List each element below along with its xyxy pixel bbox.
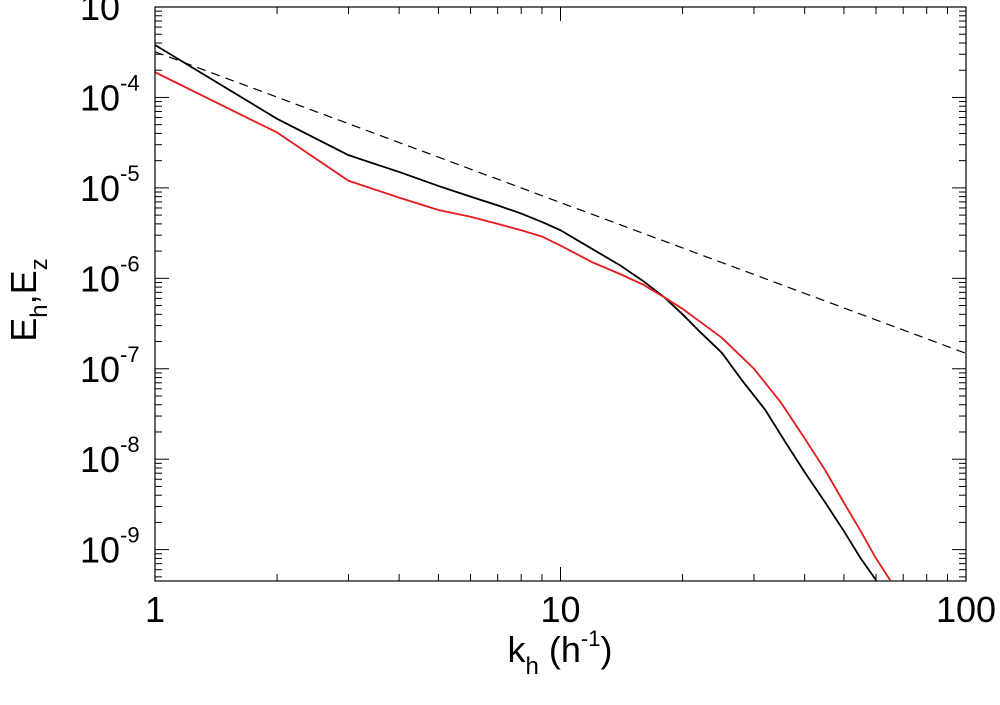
x-tick-label: 1 bbox=[145, 589, 165, 630]
x-axis-title: kh (h-1) bbox=[508, 626, 613, 680]
series-line-1 bbox=[155, 44, 877, 581]
tick-labels: 1 10 100 10-3 10-4 10-5 10-6 10-7 10-8 10-9 bbox=[80, 0, 996, 630]
series-lines bbox=[155, 44, 966, 581]
y-tick-label: 10-3 bbox=[80, 0, 140, 28]
plot-frame bbox=[154, 6, 967, 582]
y-tick-label: 10-6 bbox=[80, 251, 140, 299]
y-tick-label: 10-4 bbox=[80, 70, 140, 118]
y-axis-title: Eh,Ez bbox=[3, 258, 53, 341]
tick-marks bbox=[154, 6, 967, 581]
y-tick-label: 10-7 bbox=[80, 342, 140, 390]
x-tick-label: 10 bbox=[540, 589, 580, 630]
series-line-3 bbox=[155, 51, 966, 354]
x-tick-label: 100 bbox=[936, 589, 996, 630]
y-tick-label: 10-5 bbox=[80, 161, 140, 209]
y-tick-label: 10-9 bbox=[80, 523, 140, 571]
y-tick-label: 10-8 bbox=[80, 432, 140, 480]
series-line-2 bbox=[155, 71, 891, 581]
